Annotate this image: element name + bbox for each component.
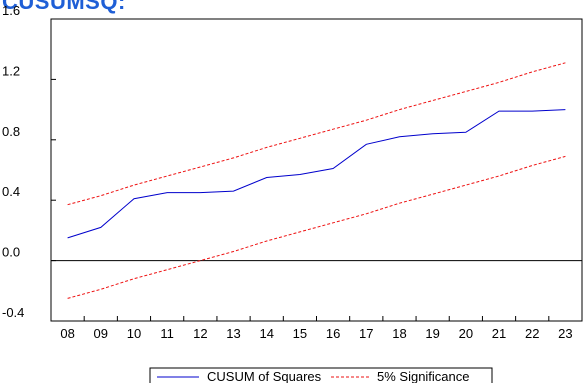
y-tick-label: 1.2 — [2, 63, 20, 78]
y-tick-label: -0.4 — [2, 305, 24, 320]
x-tick-label: 18 — [392, 326, 406, 341]
x-tick-label: 08 — [60, 326, 74, 341]
x-tick-label: 11 — [160, 326, 174, 341]
x-tick-label: 14 — [259, 326, 273, 341]
y-tick-label: 1.6 — [2, 3, 20, 18]
x-tick-label: 17 — [359, 326, 373, 341]
x-tick-label: 23 — [558, 326, 572, 341]
legend: CUSUM of Squares 5% Significance — [149, 367, 493, 383]
y-axis: -0.4 0.0 0.4 0.8 1.2 1.6 — [2, 3, 56, 322]
legend-box — [149, 367, 493, 383]
series-line-0 — [67, 109, 566, 239]
plot-frame — [50, 18, 583, 322]
legend-label-cusum: CUSUM of Squares — [207, 369, 322, 383]
x-tick-label: 13 — [226, 326, 240, 341]
y-tick-label: 0.0 — [2, 245, 20, 260]
x-axis: 08 09 10 11 12 13 14 15 16 17 18 19 20 21 22 23 — [60, 316, 573, 341]
series-line-2 — [67, 155, 566, 299]
y-tick-label: 0.8 — [2, 124, 20, 139]
x-tick-label: 15 — [293, 326, 307, 341]
x-tick-label: 10 — [127, 326, 141, 341]
series-group — [67, 62, 566, 299]
x-tick-label: 12 — [193, 326, 207, 341]
series-line-1 — [67, 62, 566, 206]
x-tick-label: 16 — [326, 326, 340, 341]
legend-label-significance: 5% Significance — [377, 369, 470, 383]
x-tick-label: 21 — [492, 326, 506, 341]
chart-title: CUSUMSQ: — [2, 0, 126, 14]
x-tick-label: 22 — [525, 326, 539, 341]
y-tick-label: 0.4 — [2, 184, 20, 199]
x-tick-label: 19 — [425, 326, 439, 341]
x-tick-label: 09 — [94, 326, 108, 341]
x-tick-label: 20 — [459, 326, 473, 341]
